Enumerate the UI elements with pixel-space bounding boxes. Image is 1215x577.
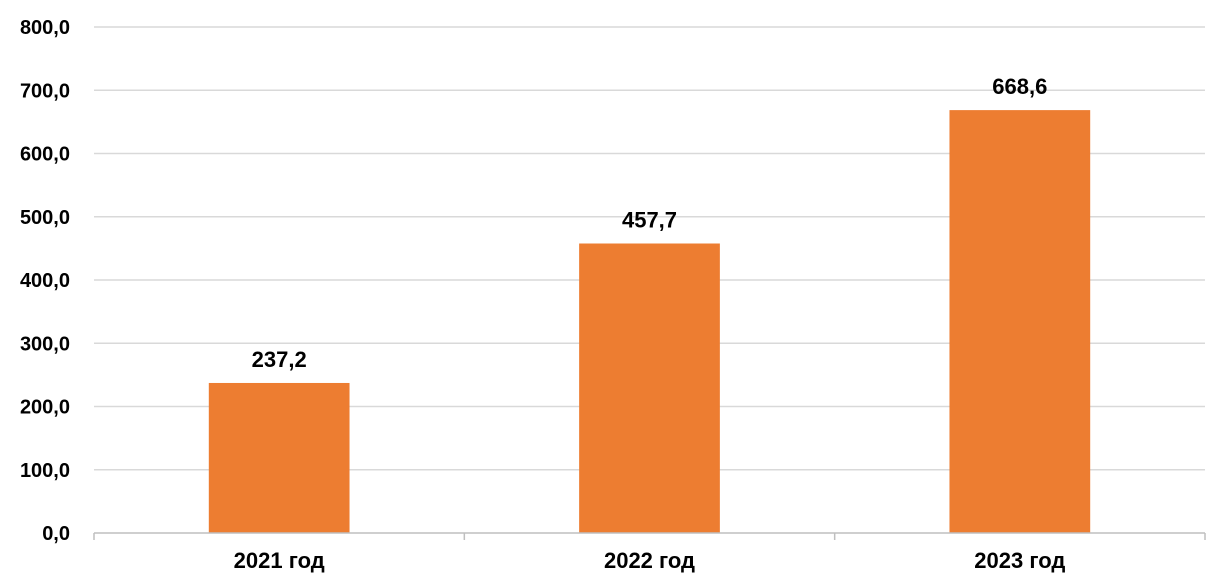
y-tick-label: 400,0 <box>20 270 70 292</box>
x-axis: 2021 год 2022 год 2023 год <box>93 532 1206 573</box>
bars: 237,2 457,7 668,6 <box>208 74 1091 533</box>
y-tick-label: 200,0 <box>20 397 70 419</box>
x-category-label: 2022 год <box>604 548 695 573</box>
x-category-label: 2023 год <box>974 548 1065 573</box>
bar <box>949 110 1091 533</box>
x-category-label: 2021 год <box>234 548 325 573</box>
y-tick-label: 500,0 <box>20 207 70 229</box>
data-label: 457,7 <box>622 208 677 233</box>
bar <box>208 382 350 533</box>
data-label: 237,2 <box>252 347 307 372</box>
bar <box>579 243 720 533</box>
y-tick-label: 700,0 <box>20 80 70 102</box>
y-tick-label: 600,0 <box>20 144 70 166</box>
y-axis: 0,0 100,0 200,0 300,0 400,0 500,0 600,0 700,0 80… <box>20 17 70 545</box>
y-tick-label: 300,0 <box>20 333 70 355</box>
data-label: 668,6 <box>992 74 1047 99</box>
y-tick-label: 800,0 <box>20 17 70 39</box>
y-tick-label: 0,0 <box>42 523 70 545</box>
y-tick-label: 100,0 <box>20 460 70 482</box>
